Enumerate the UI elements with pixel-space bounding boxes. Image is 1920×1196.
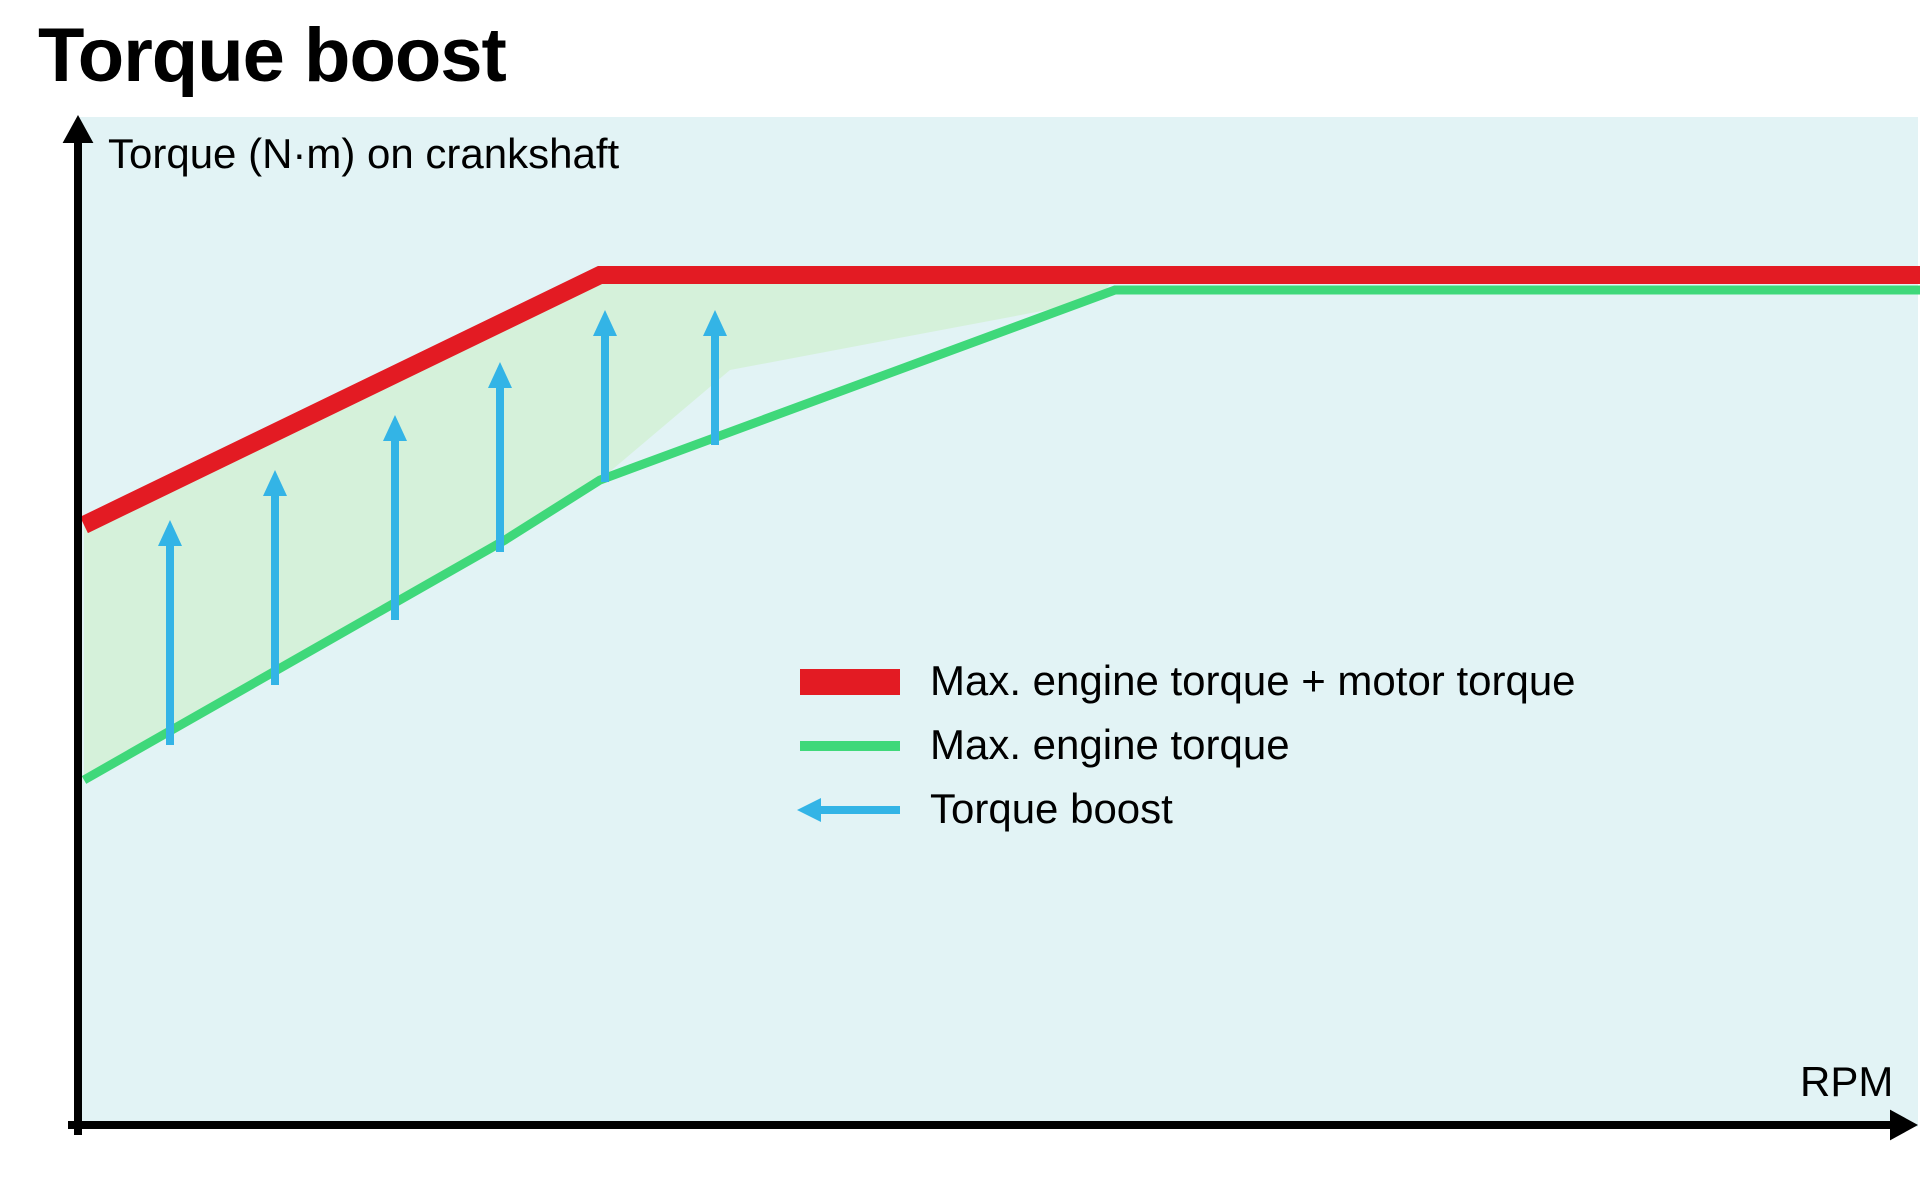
x-axis-label: RPM	[1800, 1058, 1893, 1106]
legend-swatch	[800, 741, 900, 751]
legend-arrow-swatch	[795, 795, 905, 825]
legend-label: Torque boost	[930, 785, 1173, 833]
legend-label: Max. engine torque + motor torque	[930, 657, 1576, 705]
legend-label: Max. engine torque	[930, 721, 1290, 769]
y-axis-label: Torque (N·m) on crankshaft	[108, 130, 619, 178]
legend-swatch	[800, 669, 900, 695]
torque-chart	[0, 0, 1920, 1196]
